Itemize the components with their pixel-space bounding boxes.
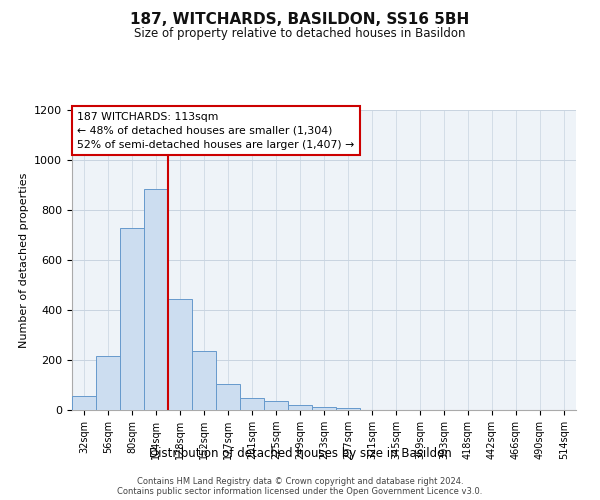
Y-axis label: Number of detached properties: Number of detached properties (19, 172, 29, 348)
Bar (240, 398, 264, 410)
Bar (96, 356, 120, 410)
Text: Contains public sector information licensed under the Open Government Licence v3: Contains public sector information licen… (118, 488, 482, 496)
Bar (72, 396, 96, 410)
Bar (264, 400, 288, 410)
Text: 187, WITCHARDS, BASILDON, SS16 5BH: 187, WITCHARDS, BASILDON, SS16 5BH (130, 12, 470, 28)
Text: Distribution of detached houses by size in Basildon: Distribution of detached houses by size … (149, 448, 451, 460)
Bar (120, 228, 144, 410)
Bar (336, 408, 360, 410)
Bar (312, 407, 336, 410)
Bar (216, 384, 240, 410)
Text: 187 WITCHARDS: 113sqm
← 48% of detached houses are smaller (1,304)
52% of semi-d: 187 WITCHARDS: 113sqm ← 48% of detached … (77, 112, 354, 150)
Text: Contains HM Land Registry data © Crown copyright and database right 2024.: Contains HM Land Registry data © Crown c… (137, 478, 463, 486)
Text: Size of property relative to detached houses in Basildon: Size of property relative to detached ho… (134, 28, 466, 40)
Bar (168, 298, 192, 410)
Bar (144, 188, 168, 410)
Bar (192, 351, 216, 410)
Bar (288, 405, 312, 410)
